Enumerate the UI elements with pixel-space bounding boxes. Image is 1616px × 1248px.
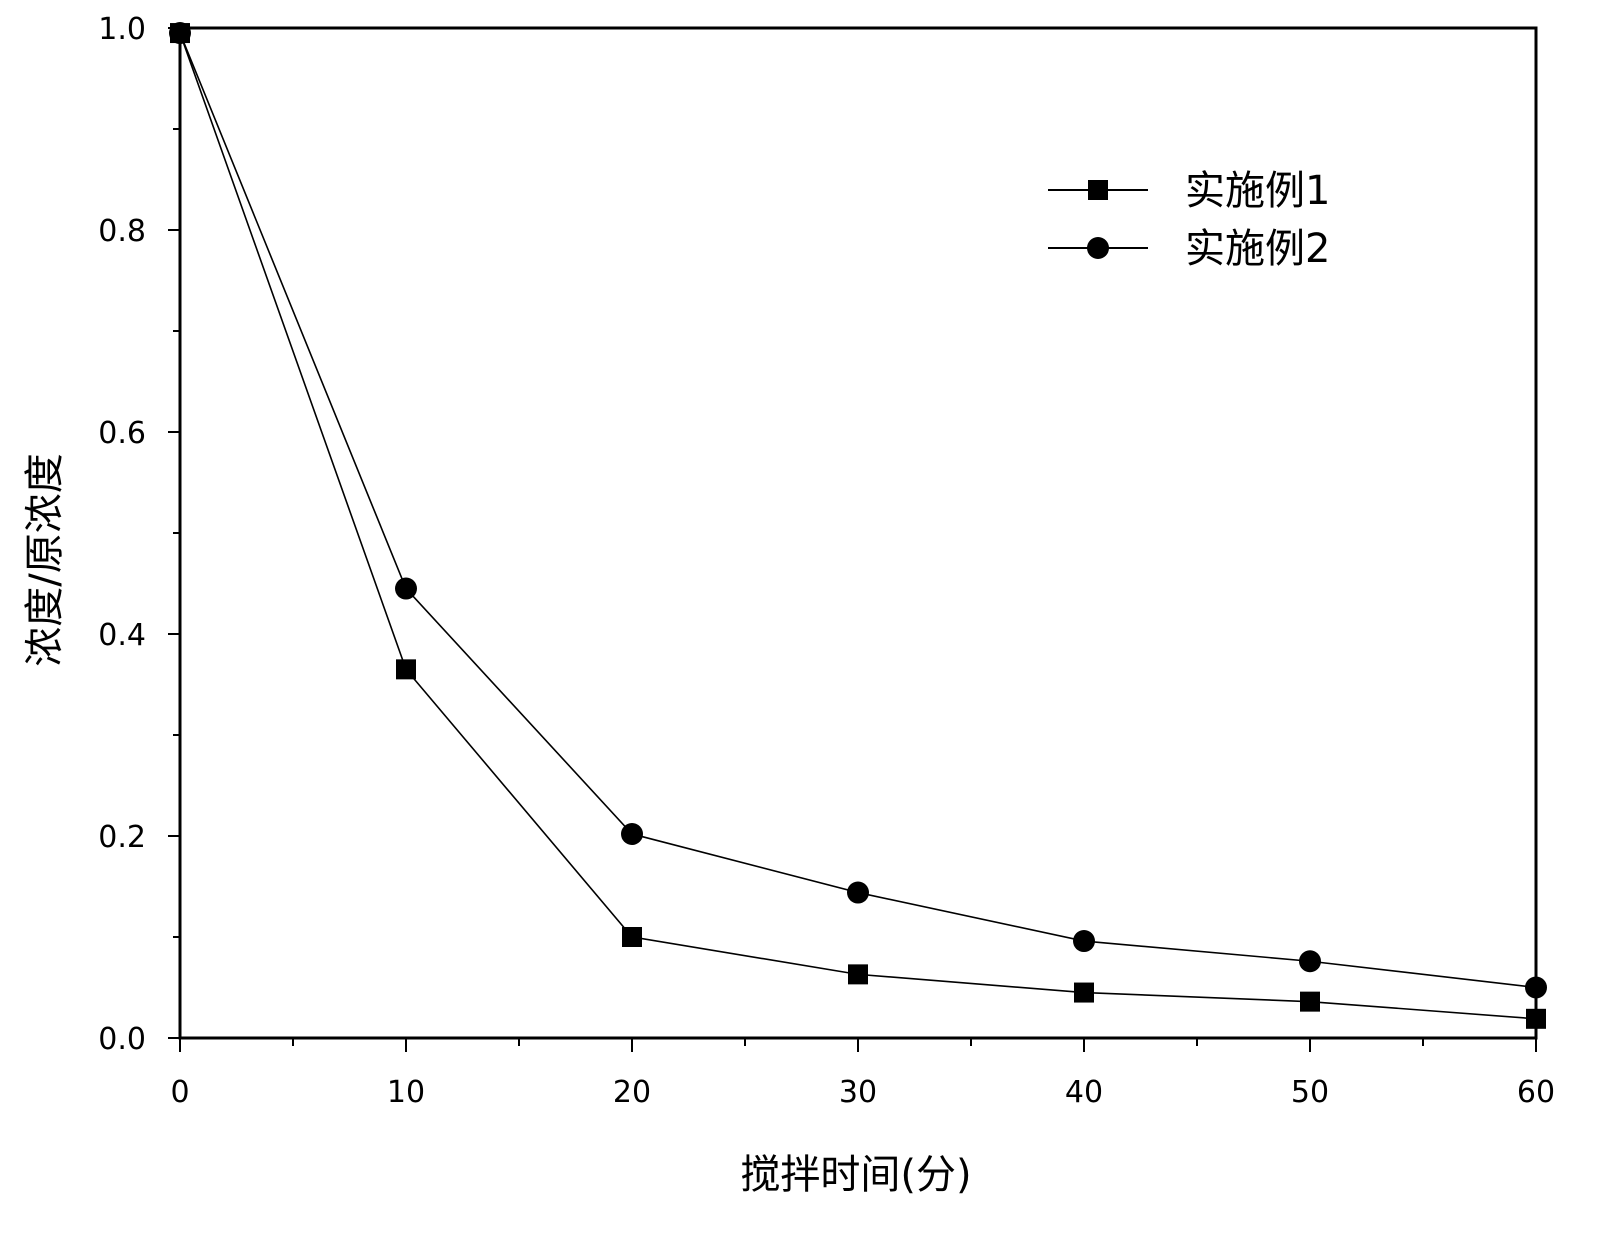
y-tick-label: 0.0 <box>98 1022 146 1057</box>
series-2 <box>169 22 1547 999</box>
y-axis-title: 浓度/原浓度 <box>22 453 68 666</box>
series-1-point <box>1300 991 1320 1012</box>
series-2-point <box>1073 930 1095 953</box>
x-tick-label: 50 <box>1291 1075 1329 1110</box>
x-tick-label: 30 <box>839 1075 877 1110</box>
legend-entry-2: 实施例2 <box>1048 226 1330 272</box>
x-tick-label: 10 <box>387 1075 425 1110</box>
y-tick-label: 0.4 <box>98 618 146 653</box>
y-tick-label: 0.6 <box>98 416 146 451</box>
legend-square-marker <box>1088 180 1108 200</box>
series-1-point <box>622 927 642 947</box>
legend: 实施例1 实施例2 <box>1048 168 1330 272</box>
series-2-point <box>1525 976 1547 999</box>
x-tick-label: 60 <box>1517 1075 1555 1110</box>
x-tick-label: 40 <box>1065 1075 1103 1110</box>
legend-label: 实施例2 <box>1185 226 1330 272</box>
y-tick-label: 1.0 <box>98 12 146 47</box>
legend-label: 实施例1 <box>1185 168 1330 214</box>
series-1-point <box>1526 1008 1546 1029</box>
y-tick-label: 0.8 <box>98 214 146 249</box>
x-tick-label: 0 <box>170 1075 189 1110</box>
legend-entry-1: 实施例1 <box>1048 168 1330 214</box>
series-2-line <box>179 32 1537 989</box>
series-1-line <box>179 32 1537 1020</box>
series-2-point <box>169 22 191 45</box>
y-tick-label: 0.2 <box>98 820 146 855</box>
series-1 <box>170 23 1546 1029</box>
series-lines <box>169 22 1547 1029</box>
legend-circle-marker <box>1087 237 1109 259</box>
series-1-point <box>1074 982 1094 1003</box>
series-1-point <box>396 659 416 680</box>
series-2-point <box>621 822 643 845</box>
series-2-point <box>1299 950 1321 973</box>
x-axis-title: 搅拌时间(分) <box>740 1152 971 1198</box>
series-1-point <box>848 964 868 985</box>
x-tick-label: 20 <box>613 1075 651 1110</box>
tick-labels: 0 10 20 30 40 50 60 0.0 0.2 0.4 0.6 0.8 1.0 <box>98 12 1555 1110</box>
series-2-point <box>847 881 869 904</box>
series-2-point <box>395 577 417 600</box>
tick-marks <box>168 27 1537 1052</box>
